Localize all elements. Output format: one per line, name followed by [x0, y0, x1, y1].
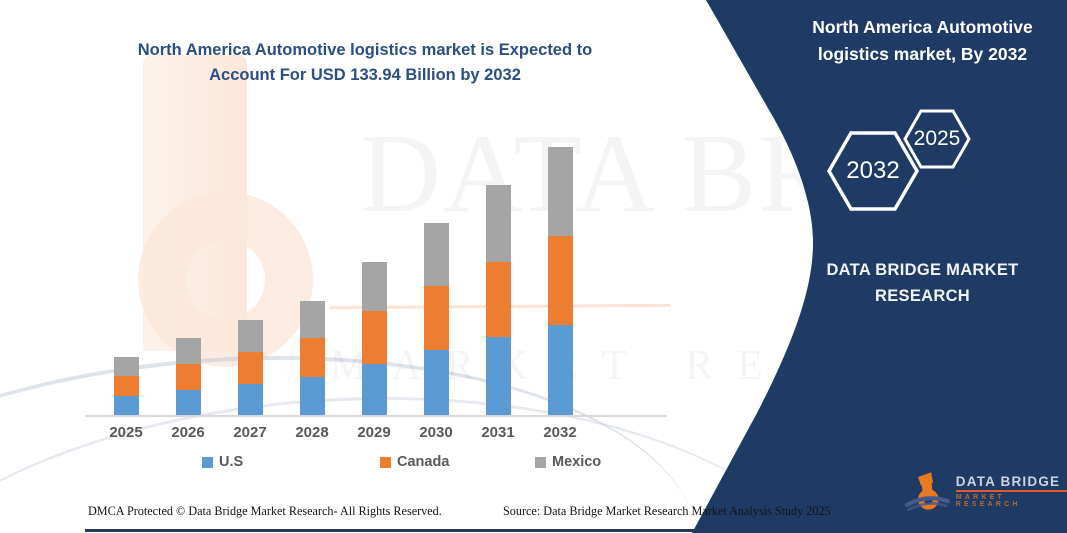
bar-segment-canada-2029	[361, 311, 387, 364]
bar-segment-canada-2032	[547, 235, 573, 326]
hexagon-year-2032: 2032	[846, 157, 900, 184]
legend-label-canada: Canada	[397, 454, 450, 470]
x-axis-label-2030: 2030	[419, 424, 453, 441]
bar-segment-canada-2031	[485, 261, 511, 337]
bar-segment-mexico-2030	[423, 223, 449, 286]
bar-segment-mexico-2025	[113, 357, 139, 377]
legend-item-canada: Canada	[380, 454, 449, 470]
bar-segment-us-2027	[237, 384, 263, 415]
x-axis-label-2027: 2027	[233, 424, 267, 441]
bar-segment-mexico-2026	[175, 338, 201, 365]
chart-title: North America Automotive logistics marke…	[137, 41, 593, 84]
bar-segment-us-2030	[423, 349, 449, 415]
legend-label-us: U.S	[219, 454, 244, 470]
legend-swatch-canada	[380, 456, 391, 468]
hexagon-shapes	[826, 109, 971, 211]
x-axis-label-2031: 2031	[481, 424, 515, 441]
stacked-bar-2029	[361, 261, 387, 415]
hexagon-2032	[826, 131, 920, 211]
x-axis-line	[85, 415, 667, 417]
stacked-bar-2026	[175, 338, 201, 415]
x-axis-label-2026: 2026	[171, 424, 205, 441]
bar-segment-us-2032	[547, 325, 573, 415]
panel-title: North America Automotive logistics marke…	[812, 17, 1033, 65]
bar-segment-us-2028	[299, 376, 325, 415]
logo-brand-text: DATA BRIDGE	[955, 474, 1067, 492]
legend-item-us: U.S	[202, 454, 243, 470]
bar-segment-us-2029	[361, 364, 387, 415]
panel-brand-name: DATA BRIDGE MARKET RESEARCH	[826, 261, 1019, 305]
bar-segment-canada-2026	[175, 364, 201, 391]
legend-swatch-us	[202, 456, 213, 468]
legend-swatch-mexico	[535, 456, 546, 468]
bar-segment-canada-2027	[237, 351, 263, 385]
stacked-bar-2031	[485, 184, 511, 415]
bar-segment-mexico-2029	[361, 261, 387, 312]
x-axis-label-2028: 2028	[295, 424, 329, 441]
legend-label-mexico: Mexico	[552, 454, 602, 470]
bar-segment-mexico-2027	[237, 319, 263, 352]
stacked-bar-2027	[237, 319, 263, 415]
stacked-bar-2032	[547, 147, 573, 415]
hexagon-year-badges: 2032 2025	[815, 100, 980, 215]
bar-segment-canada-2028	[299, 338, 325, 377]
hexagon-year-2025: 2025	[913, 127, 961, 150]
bar-segment-mexico-2031	[485, 184, 511, 262]
footer-divider-line	[85, 529, 697, 532]
data-bridge-logo: DATA BRIDGE MARKET RESEARCH	[905, 468, 1067, 514]
bar-segment-mexico-2032	[547, 147, 573, 236]
legend-item-mexico: Mexico	[535, 454, 601, 470]
x-axis-label-2032: 2032	[543, 424, 577, 441]
footer-copyright: DMCA Protected © Data Bridge Market Rese…	[88, 504, 442, 518]
stacked-bar-2028	[299, 300, 325, 415]
bar-segment-us-2026	[175, 390, 201, 415]
x-axis-label-2029: 2029	[357, 424, 391, 441]
bar-segment-canada-2030	[423, 285, 449, 350]
stacked-bar-2025	[113, 357, 139, 415]
x-axis-label-2025: 2025	[109, 424, 143, 441]
hexagon-2025	[903, 109, 971, 169]
logo-sub-text: MARKET RESEARCH	[955, 494, 1021, 508]
footer-source: Source: Data Bridge Market Research Mark…	[503, 504, 831, 518]
watermark-text-market-research: MARKET RESEARCH	[330, 343, 1067, 389]
bar-segment-us-2031	[485, 337, 511, 415]
side-panel-shape	[692, 0, 1067, 533]
data-bridge-b-icon	[905, 472, 950, 512]
stacked-bar-2030	[423, 223, 449, 415]
bar-segment-mexico-2028	[299, 300, 325, 339]
bar-segment-us-2025	[113, 395, 139, 415]
bar-segment-canada-2025	[113, 376, 139, 396]
